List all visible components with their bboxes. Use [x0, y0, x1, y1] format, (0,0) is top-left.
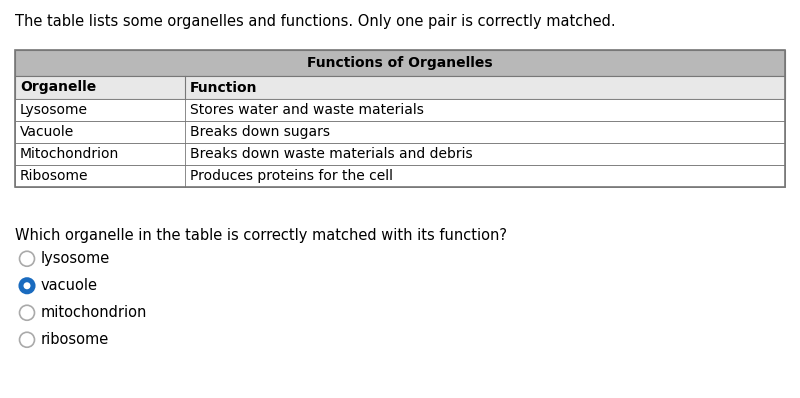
Bar — [15, 121, 785, 143]
Text: vacuole: vacuole — [41, 278, 98, 293]
Text: Mitochondrion: Mitochondrion — [20, 147, 119, 161]
Text: The table lists some organelles and functions. Only one pair is correctly matche: The table lists some organelles and func… — [15, 14, 616, 29]
Bar — [15, 50, 785, 187]
Text: Produces proteins for the cell: Produces proteins for the cell — [190, 169, 393, 183]
Text: Function: Function — [190, 80, 258, 94]
Text: Breaks down sugars: Breaks down sugars — [190, 125, 330, 139]
Text: ribosome: ribosome — [41, 332, 109, 347]
Bar — [15, 99, 785, 121]
Bar — [15, 50, 785, 76]
Bar — [15, 143, 785, 165]
Circle shape — [23, 282, 30, 289]
Circle shape — [19, 305, 34, 320]
Text: Functions of Organelles: Functions of Organelles — [307, 56, 493, 70]
Circle shape — [19, 332, 34, 347]
Bar — [15, 76, 785, 99]
Text: mitochondrion: mitochondrion — [41, 305, 147, 320]
Circle shape — [19, 278, 34, 293]
Text: Organelle: Organelle — [20, 80, 96, 94]
Text: Stores water and waste materials: Stores water and waste materials — [190, 103, 424, 117]
Text: Ribosome: Ribosome — [20, 169, 89, 183]
Text: Which organelle in the table is correctly matched with its function?: Which organelle in the table is correctl… — [15, 228, 507, 243]
Circle shape — [19, 251, 34, 266]
Text: Breaks down waste materials and debris: Breaks down waste materials and debris — [190, 147, 473, 161]
Text: Vacuole: Vacuole — [20, 125, 74, 139]
Text: lysosome: lysosome — [41, 251, 110, 266]
Text: Lysosome: Lysosome — [20, 103, 88, 117]
Bar — [15, 165, 785, 187]
